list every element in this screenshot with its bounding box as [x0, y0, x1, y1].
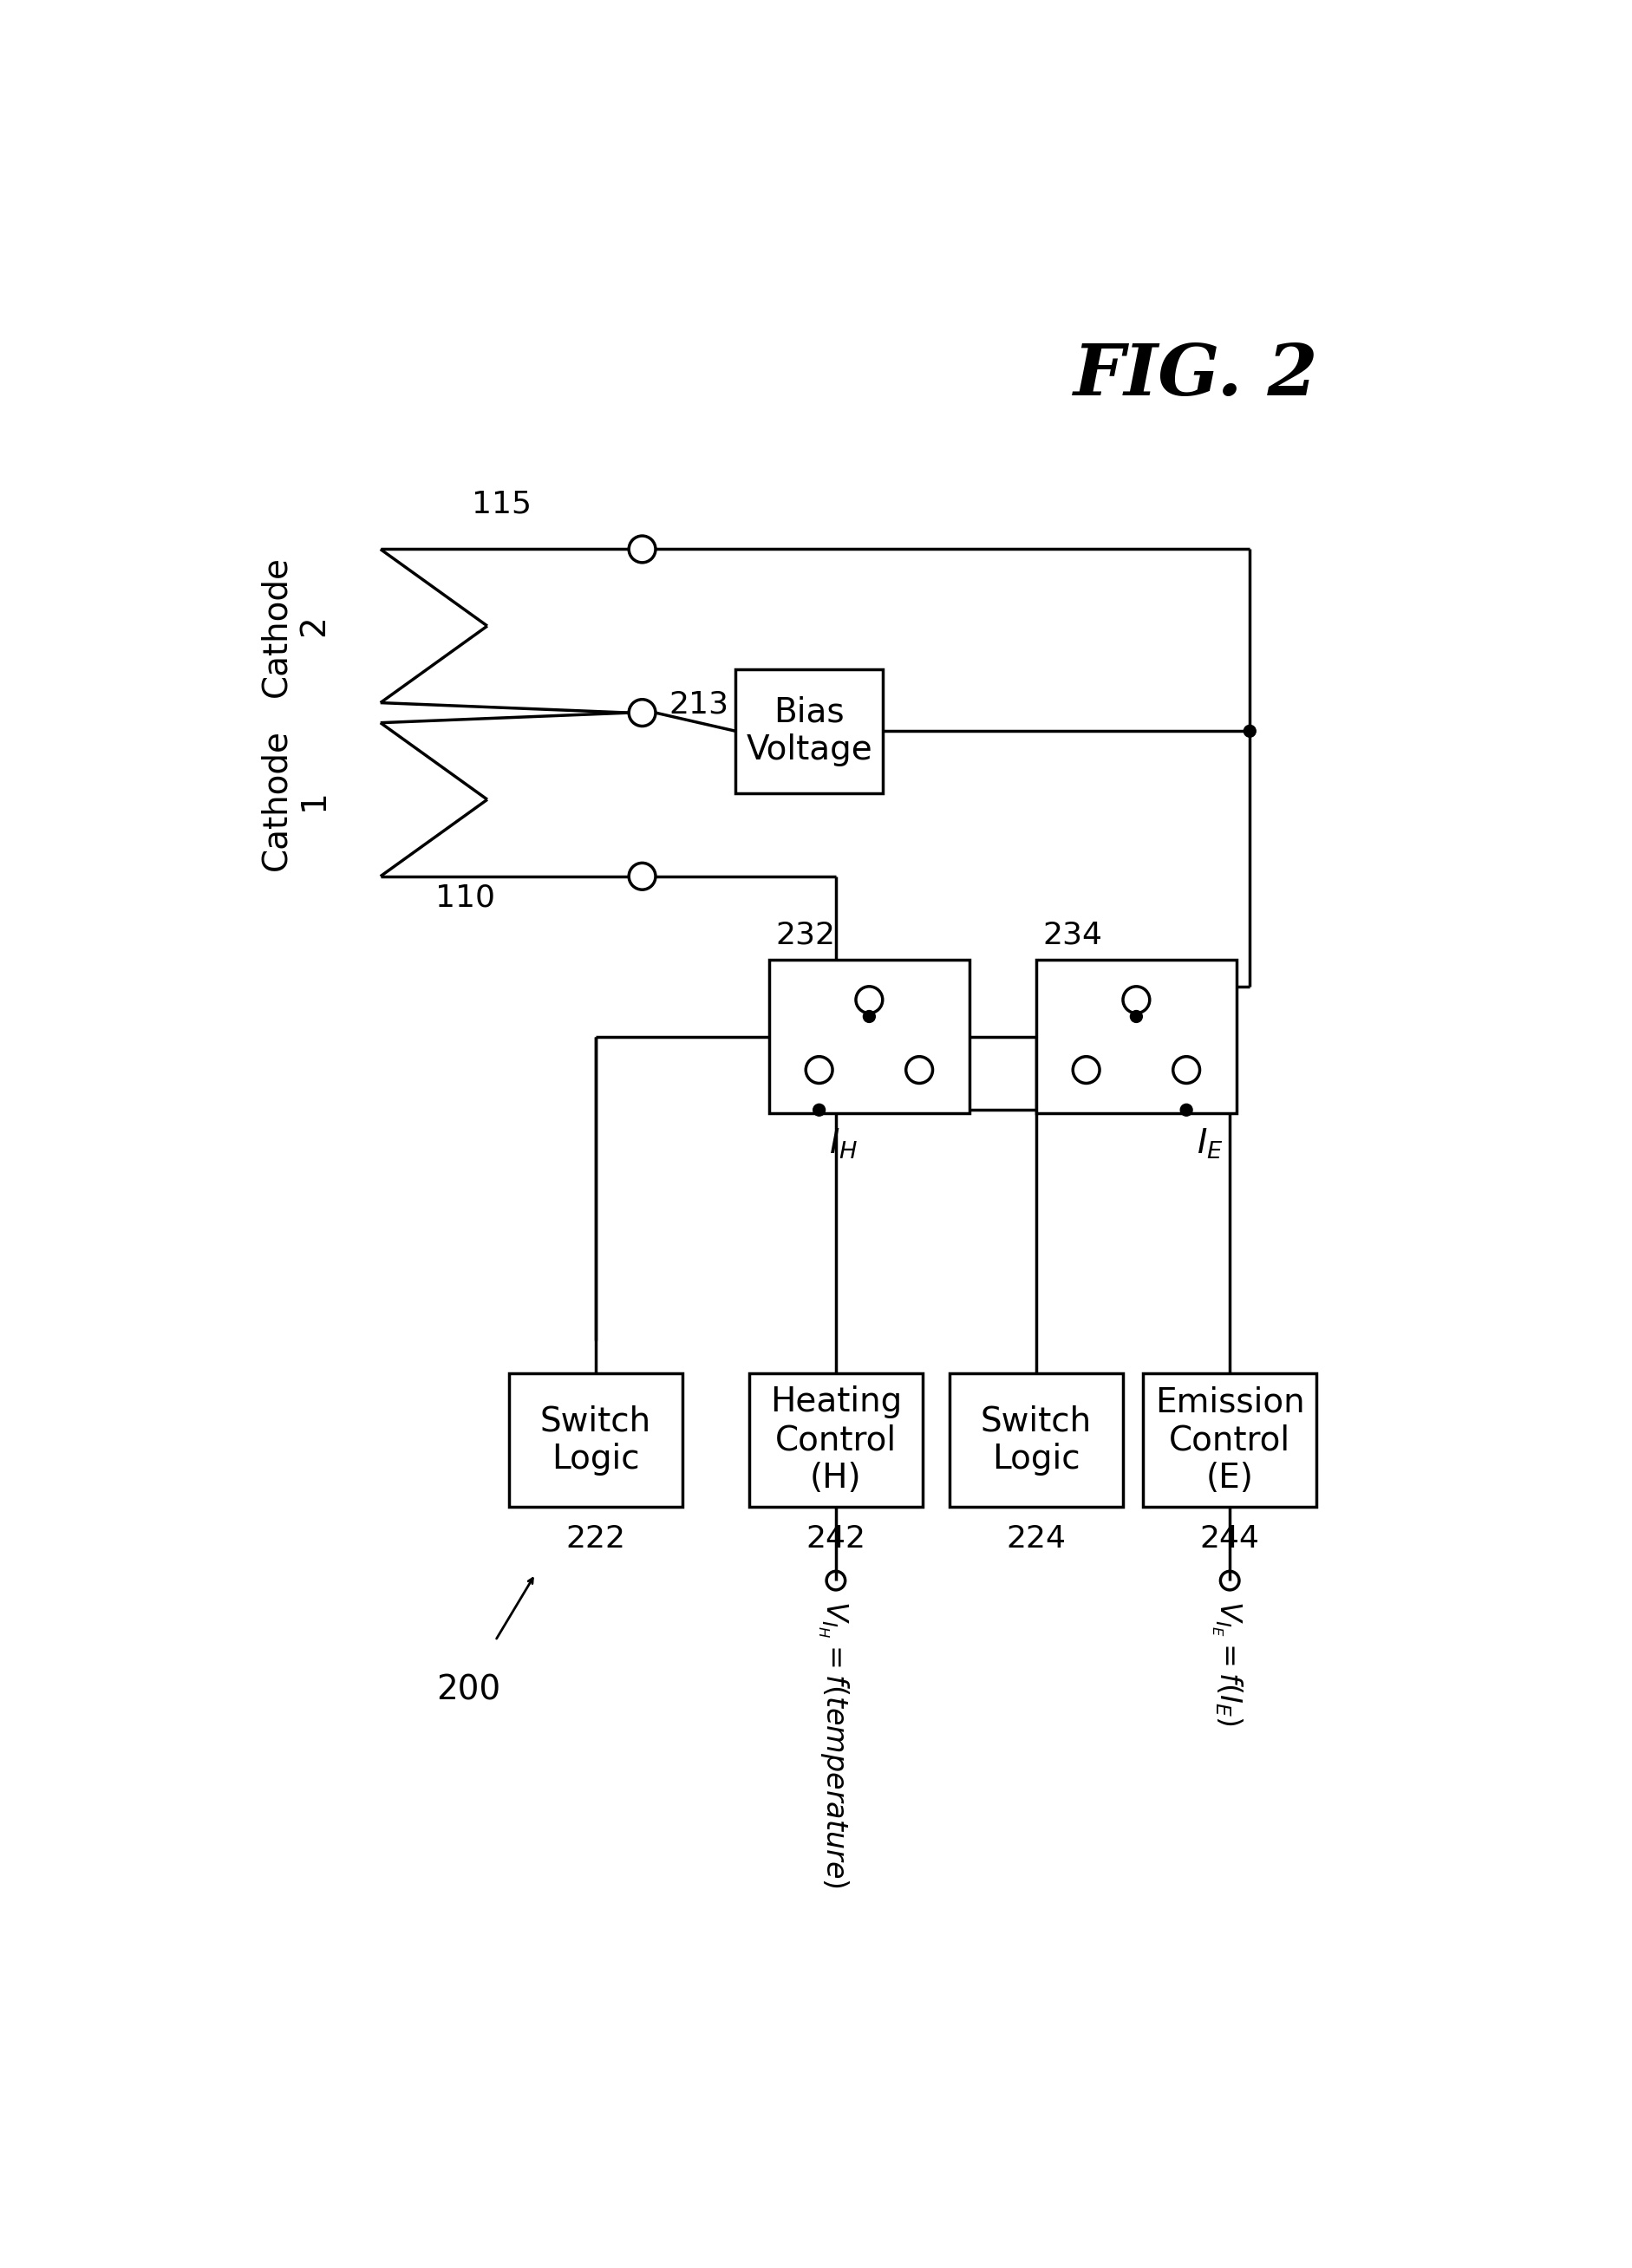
Text: $V_{I_H} = f(temperature)$: $V_{I_H} = f(temperature)$	[816, 1601, 850, 1889]
Text: 232: 232	[775, 921, 836, 950]
Text: 224: 224	[1005, 1524, 1066, 1554]
Text: 244: 244	[1200, 1524, 1258, 1554]
Text: 200: 200	[436, 1674, 501, 1708]
Circle shape	[1244, 726, 1255, 737]
Circle shape	[813, 1105, 824, 1116]
Text: FIG. 2: FIG. 2	[1074, 340, 1319, 411]
Text: Bias
Voltage: Bias Voltage	[746, 696, 871, 767]
Circle shape	[863, 1012, 875, 1023]
Text: $I_E$: $I_E$	[1196, 1127, 1222, 1161]
Text: Cathode
1: Cathode 1	[259, 728, 330, 871]
Text: 213: 213	[669, 689, 728, 719]
Text: 222: 222	[565, 1524, 625, 1554]
Text: Emission
Control
(E): Emission Control (E)	[1154, 1386, 1304, 1495]
Bar	[749, 1374, 922, 1508]
Bar	[1142, 1374, 1315, 1508]
Bar	[509, 1374, 682, 1508]
Text: $I_H$: $I_H$	[829, 1127, 857, 1161]
Text: 115: 115	[472, 490, 532, 519]
Bar	[948, 1374, 1123, 1508]
Text: 242: 242	[806, 1524, 865, 1554]
Text: Switch
Logic: Switch Logic	[540, 1404, 651, 1476]
Text: Heating
Control
(H): Heating Control (H)	[769, 1386, 901, 1495]
Circle shape	[1129, 1012, 1142, 1023]
Text: 110: 110	[436, 882, 494, 912]
Bar	[1036, 959, 1235, 1114]
Text: Switch
Logic: Switch Logic	[981, 1404, 1092, 1476]
Bar	[769, 959, 969, 1114]
Circle shape	[1180, 1105, 1191, 1116]
Bar	[736, 669, 883, 794]
Text: 234: 234	[1043, 921, 1102, 950]
Text: Cathode
2: Cathode 2	[259, 556, 330, 696]
Text: $V_{I_E}= f(I_E)$: $V_{I_E}= f(I_E)$	[1209, 1601, 1244, 1726]
